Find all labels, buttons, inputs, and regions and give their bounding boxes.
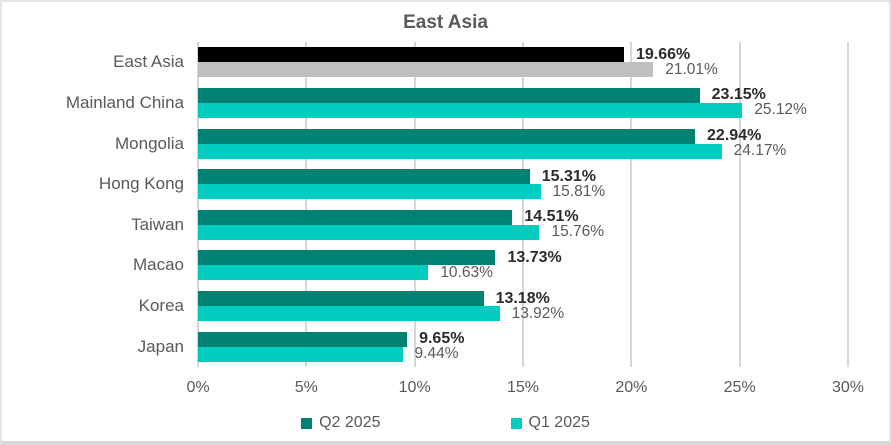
gridline [738,42,741,367]
bar-q2-2025-east-asia [198,47,624,63]
gridline [305,42,308,367]
gridline [413,42,416,367]
legend-label-q1-2025: Q1 2025 [528,414,590,431]
legend-label-q2-2025: Q2 2025 [319,414,381,431]
category-label-east-asia: East Asia [113,52,184,72]
bar-q1-2025-taiwan [198,224,540,240]
plot-area: 19.66% 21.01% 23.15% 25.12% 22.94% 24.17% 15.3… [197,42,849,367]
legend-swatch-q2-icon [301,417,313,429]
value-label-q1-2025-mainland-china: 25.12% [754,101,807,119]
bar-q1-2025-hong-kong [198,184,541,200]
category-label-mongolia: Mongolia [115,133,184,153]
bar-q1-2025-east-asia [198,62,654,78]
category-label-hong-kong: Hong Kong [98,174,184,194]
gridline [847,42,849,367]
bar-q2-2025-mongolia [198,128,696,144]
value-label-q1-2025-hong-kong: 15.81% [552,182,606,200]
value-label-q1-2025-mongolia: 24.17% [733,142,787,160]
gridline [522,42,524,367]
category-label-japan: Japan [137,336,184,356]
value-label-q1-2025-korea: 13.92% [511,304,565,322]
value-label-q2-2025-taiwan: 14.51% [524,208,579,226]
legend-item-q2-2025: Q2 2025 [301,414,381,432]
gridline [630,42,633,367]
value-label-q2-2025-hong-kong: 15.31% [541,167,596,185]
bar-q2-2025-mainland-china [198,87,700,103]
value-label-q2-2025-macao: 13.73% [507,248,562,266]
value-label-q1-2025-taiwan: 15.76% [551,223,605,241]
value-label-q1-2025-macao: 10.63% [440,263,493,281]
value-label-q2-2025-east-asia: 19.66% [635,45,691,63]
value-label-q2-2025-korea: 13.18% [495,289,550,307]
bar-q2-2025-hong-kong [198,169,530,185]
gridline [197,42,199,367]
bar-q1-2025-mongolia [198,143,722,159]
category-axis: East Asia Mainland China Mongolia Hong Kong… [2,42,184,365]
x-axis: 0% 5% 10% 15% 20% 25% 30% [186,379,864,401]
x-tick-label: 15% [506,379,540,396]
category-label-korea: Korea [138,296,184,316]
bar-q2-2025-korea [198,291,484,307]
category-label-taiwan: Taiwan [131,214,184,234]
chart-title: East Asia [403,12,488,33]
bar-q1-2025-korea [198,306,500,322]
x-tick-label: 20% [615,379,648,396]
value-label-q2-2025-mongolia: 22.94% [707,127,762,145]
bar-q1-2025-japan [198,346,403,362]
x-tick-label: 5% [294,379,318,396]
value-label-q1-2025-japan: 9.44% [414,345,459,363]
legend-swatch-q1-icon [510,417,522,429]
category-label-macao: Macao [132,255,184,275]
legend: Q2 2025 Q1 2025 [2,414,889,432]
value-label-q2-2025-japan: 9.65% [419,330,465,348]
x-tick-label: 10% [398,379,431,396]
bar-q1-2025-macao [198,265,429,281]
bar-q2-2025-taiwan [198,209,513,225]
x-tick-label: 30% [831,379,865,396]
bar-q2-2025-macao [198,250,496,266]
category-label-mainland-china: Mainland China [65,92,184,112]
x-tick-label: 25% [723,379,756,396]
value-label-q2-2025-mainland-china: 23.15% [711,86,766,104]
value-label-q1-2025-east-asia: 21.01% [665,60,718,78]
x-tick-label: 0% [186,379,210,396]
bar-q1-2025-mainland-china [198,102,743,118]
bar-q2-2025-japan [198,331,408,347]
legend-item-q1-2025: Q1 2025 [510,414,590,432]
